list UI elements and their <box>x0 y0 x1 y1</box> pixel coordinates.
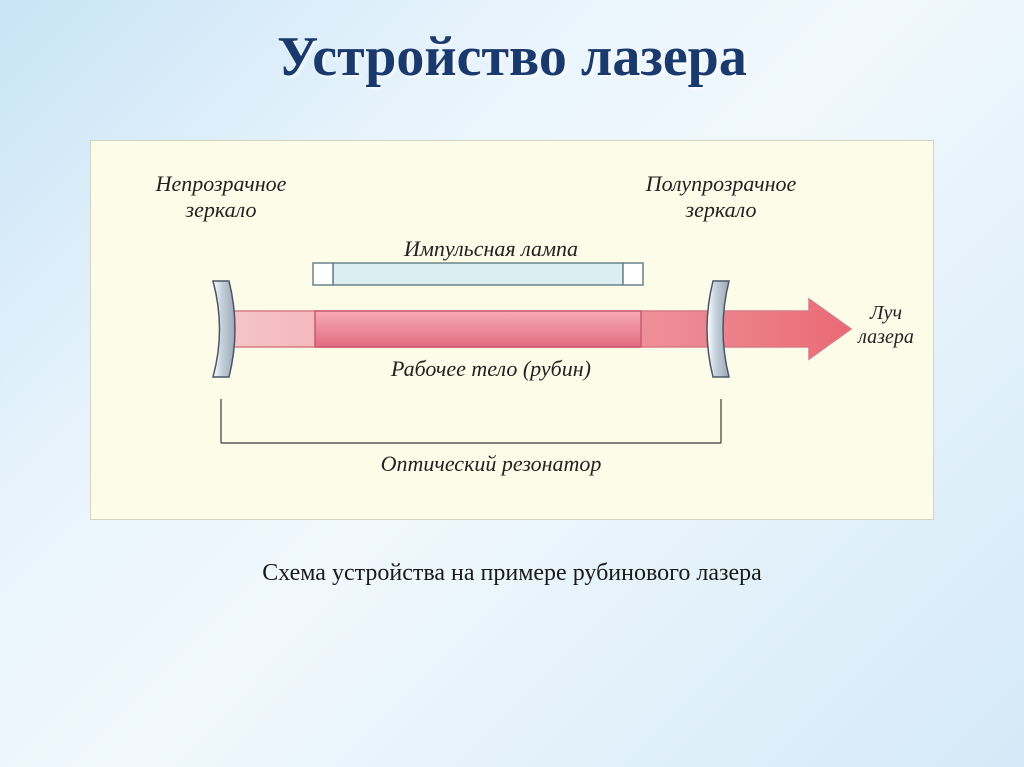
label-mirror-semitransparent: Полупрозрачное зеркало <box>611 171 831 224</box>
lamp-end-left <box>313 263 333 285</box>
label-optical-resonator: Оптический резонатор <box>311 451 671 477</box>
label-laser-beam: Луч лазера <box>841 301 931 349</box>
label-working-body: Рабочее тело (рубин) <box>341 356 641 382</box>
page-title: Устройство лазера <box>0 25 1024 89</box>
diagram-caption: Схема устройства на примере рубинового л… <box>0 560 1024 587</box>
resonator-bracket <box>221 399 721 443</box>
mirror-left <box>213 281 235 377</box>
lamp-tube <box>333 263 623 285</box>
laser-diagram: Непрозрачное зеркало Полупрозрачное зерк… <box>90 140 934 520</box>
label-impulse-lamp: Импульсная лампа <box>351 236 631 262</box>
ruby-rod <box>315 311 641 347</box>
lamp-end-right <box>623 263 643 285</box>
label-mirror-opaque: Непрозрачное зеркало <box>131 171 311 224</box>
